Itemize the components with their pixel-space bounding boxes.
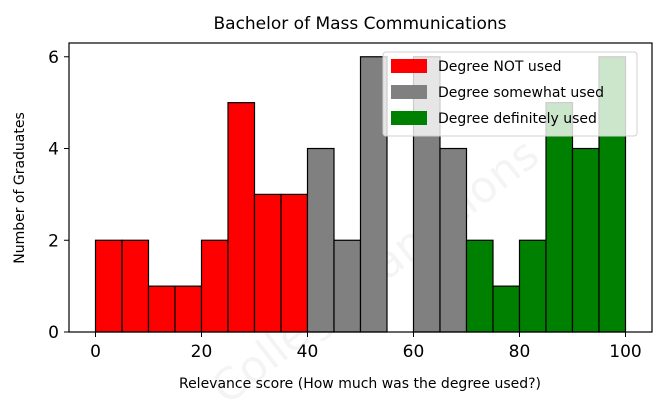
histogram-bar (227, 102, 256, 333)
x-tick-label: 20 (191, 342, 213, 362)
histogram-bar (200, 239, 229, 333)
legend-swatch (391, 85, 427, 99)
legend-label: Degree NOT used (438, 59, 562, 75)
histogram-bar (545, 102, 574, 333)
legend: Degree NOT used Degree somewhat used Degre… (382, 51, 638, 137)
legend-label: Degree somewhat used (438, 85, 604, 101)
histogram-bar (94, 239, 123, 333)
legend-box (382, 51, 638, 137)
x-tick-label: 100 (609, 342, 641, 362)
histogram-bar (147, 285, 176, 333)
legend-swatch (391, 59, 427, 73)
x-tick-label: 60 (403, 342, 425, 362)
y-tick-label: 6 (48, 48, 59, 68)
histogram-bar (306, 147, 335, 333)
bars-layer (94, 56, 627, 333)
x-tick-label: 0 (90, 342, 101, 362)
histogram-bar (333, 239, 362, 333)
histogram-bar (571, 147, 600, 333)
legend-swatch (391, 111, 427, 125)
x-tick-label: 80 (509, 342, 531, 362)
y-tick-label: 4 (48, 140, 59, 160)
histogram-bar (280, 193, 309, 333)
y-tick-label: 2 (48, 231, 59, 251)
y-tick-label: 0 (48, 323, 59, 343)
histogram-bar (439, 147, 468, 333)
x-axis-label: Relevance score (How much was the degree… (179, 376, 541, 392)
y-axis-label: Number of Graduates (12, 112, 28, 264)
ticks-layer: 0 20 40 60 80 100 0 2 4 6 (48, 48, 642, 362)
chart-title: Bachelor of Mass Communications (213, 14, 506, 34)
histogram-bar (121, 239, 150, 333)
histogram-bar (492, 285, 521, 333)
histogram-bar (465, 239, 494, 333)
x-tick-label: 40 (297, 342, 319, 362)
histogram-bar (174, 285, 203, 333)
plot-frame (68, 42, 653, 333)
histogram-bar (518, 239, 547, 333)
histogram-bar (253, 193, 282, 333)
legend-label: Degree definitely used (438, 111, 597, 127)
